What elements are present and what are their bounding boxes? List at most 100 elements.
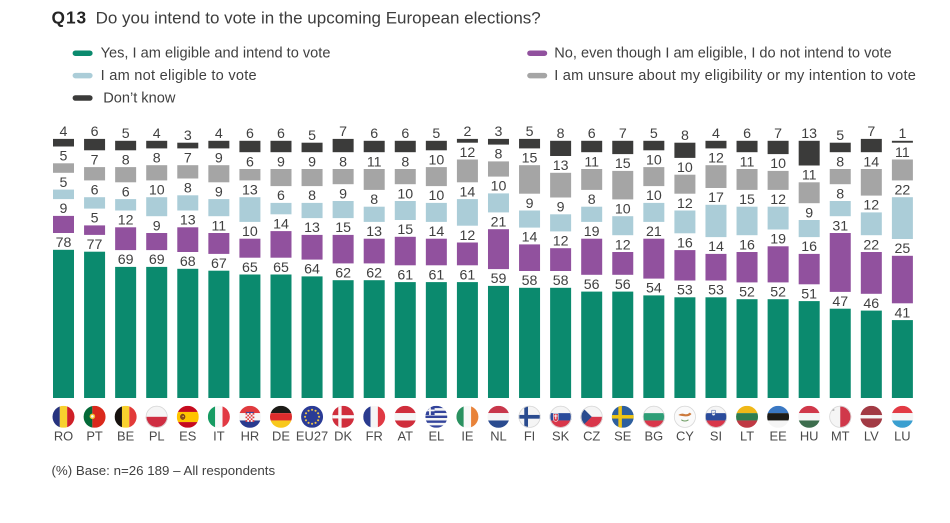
svg-text:11: 11 bbox=[802, 168, 817, 184]
svg-text:8: 8 bbox=[836, 154, 844, 170]
svg-text:77: 77 bbox=[87, 237, 103, 253]
svg-text:5: 5 bbox=[308, 128, 316, 144]
svg-text:69: 69 bbox=[118, 252, 134, 268]
svg-text:13: 13 bbox=[366, 224, 382, 240]
svg-text:31: 31 bbox=[832, 218, 848, 234]
svg-text:HR: HR bbox=[241, 428, 260, 443]
svg-text:7: 7 bbox=[184, 151, 192, 167]
svg-text:12: 12 bbox=[615, 237, 631, 253]
svg-text:58: 58 bbox=[553, 273, 569, 289]
svg-text:10: 10 bbox=[149, 183, 165, 199]
svg-text:13: 13 bbox=[801, 126, 817, 142]
svg-text:4: 4 bbox=[712, 126, 720, 142]
svg-text:52: 52 bbox=[739, 285, 755, 301]
svg-text:5: 5 bbox=[60, 175, 68, 191]
svg-text:13: 13 bbox=[242, 183, 258, 199]
svg-text:8: 8 bbox=[308, 188, 316, 204]
svg-text:62: 62 bbox=[335, 266, 351, 282]
svg-text:17: 17 bbox=[708, 190, 724, 206]
svg-text:8: 8 bbox=[836, 186, 844, 202]
svg-text:1: 1 bbox=[898, 126, 906, 142]
svg-text:EE: EE bbox=[770, 428, 788, 443]
svg-text:(%) Base: n=26 189 – All respo: (%) Base: n=26 189 – All respondents bbox=[52, 463, 276, 478]
svg-text:No, even though I am eligible,: No, even though I am eligible, I do not … bbox=[554, 46, 892, 62]
svg-text:9: 9 bbox=[339, 186, 347, 202]
svg-text:11: 11 bbox=[740, 154, 755, 170]
svg-text:61: 61 bbox=[397, 267, 413, 283]
svg-text:14: 14 bbox=[460, 184, 476, 200]
svg-text:7: 7 bbox=[619, 126, 627, 142]
svg-text:25: 25 bbox=[894, 241, 910, 257]
svg-text:14: 14 bbox=[428, 224, 444, 240]
svg-text:13: 13 bbox=[180, 213, 196, 229]
svg-text:10: 10 bbox=[646, 188, 662, 204]
svg-text:10: 10 bbox=[677, 160, 693, 176]
svg-text:8: 8 bbox=[184, 181, 192, 197]
svg-text:Yes, I am eligible and intend: Yes, I am eligible and intend to vote bbox=[101, 46, 331, 62]
svg-text:LV: LV bbox=[864, 428, 879, 443]
svg-text:EL: EL bbox=[428, 428, 444, 443]
svg-text:14: 14 bbox=[708, 239, 724, 255]
svg-text:9: 9 bbox=[215, 184, 223, 200]
svg-text:58: 58 bbox=[522, 273, 538, 289]
svg-text:11: 11 bbox=[211, 218, 226, 234]
svg-text:12: 12 bbox=[708, 151, 724, 167]
svg-text:11: 11 bbox=[367, 154, 382, 170]
svg-text:IT: IT bbox=[213, 428, 225, 443]
svg-text:16: 16 bbox=[739, 237, 755, 253]
svg-text:16: 16 bbox=[801, 239, 817, 255]
svg-text:SK: SK bbox=[552, 428, 570, 443]
svg-text:10: 10 bbox=[428, 152, 444, 168]
svg-text:15: 15 bbox=[739, 192, 755, 208]
svg-text:11: 11 bbox=[584, 154, 599, 170]
svg-text:RO: RO bbox=[54, 428, 73, 443]
svg-text:7: 7 bbox=[774, 126, 782, 142]
svg-text:53: 53 bbox=[677, 283, 693, 299]
svg-text:14: 14 bbox=[863, 154, 879, 170]
svg-text:67: 67 bbox=[211, 256, 227, 272]
svg-text:10: 10 bbox=[646, 152, 662, 168]
svg-text:10: 10 bbox=[770, 156, 786, 172]
svg-text:8: 8 bbox=[122, 152, 130, 168]
svg-text:8: 8 bbox=[557, 126, 565, 142]
svg-text:3: 3 bbox=[495, 124, 503, 140]
svg-text:9: 9 bbox=[805, 205, 813, 221]
svg-text:3: 3 bbox=[184, 128, 192, 144]
svg-text:14: 14 bbox=[273, 216, 289, 232]
svg-text:54: 54 bbox=[646, 281, 662, 297]
svg-text:13: 13 bbox=[304, 220, 320, 236]
svg-text:14: 14 bbox=[522, 230, 538, 246]
svg-text:10: 10 bbox=[397, 186, 413, 202]
svg-text:9: 9 bbox=[153, 218, 161, 234]
svg-text:13: 13 bbox=[553, 158, 569, 174]
svg-text:5: 5 bbox=[60, 149, 68, 165]
svg-text:56: 56 bbox=[615, 277, 631, 293]
svg-text:FI: FI bbox=[524, 428, 535, 443]
svg-text:9: 9 bbox=[277, 154, 285, 170]
svg-text:15: 15 bbox=[335, 220, 351, 236]
svg-text:6: 6 bbox=[91, 183, 99, 199]
svg-text:9: 9 bbox=[215, 151, 223, 167]
svg-text:HU: HU bbox=[800, 428, 819, 443]
svg-text:22: 22 bbox=[863, 237, 879, 253]
svg-text:12: 12 bbox=[460, 145, 476, 161]
svg-text:6: 6 bbox=[370, 126, 378, 142]
svg-text:MT: MT bbox=[831, 428, 850, 443]
svg-text:51: 51 bbox=[801, 286, 817, 302]
svg-text:21: 21 bbox=[646, 224, 662, 240]
svg-text:64: 64 bbox=[304, 262, 320, 278]
svg-text:65: 65 bbox=[273, 260, 289, 276]
svg-text:CZ: CZ bbox=[583, 428, 600, 443]
svg-text:10: 10 bbox=[428, 188, 444, 204]
svg-text:41: 41 bbox=[894, 305, 910, 321]
svg-text:5: 5 bbox=[836, 128, 844, 144]
svg-text:12: 12 bbox=[677, 196, 693, 212]
svg-text:6: 6 bbox=[246, 154, 254, 170]
svg-text:5: 5 bbox=[526, 124, 534, 140]
svg-text:7: 7 bbox=[339, 124, 347, 140]
svg-text:10: 10 bbox=[491, 179, 507, 195]
svg-text:7: 7 bbox=[867, 124, 875, 140]
svg-text:6: 6 bbox=[743, 126, 751, 142]
svg-text:I am not eligible to vote: I am not eligible to vote bbox=[101, 68, 257, 84]
svg-text:PT: PT bbox=[86, 428, 103, 443]
